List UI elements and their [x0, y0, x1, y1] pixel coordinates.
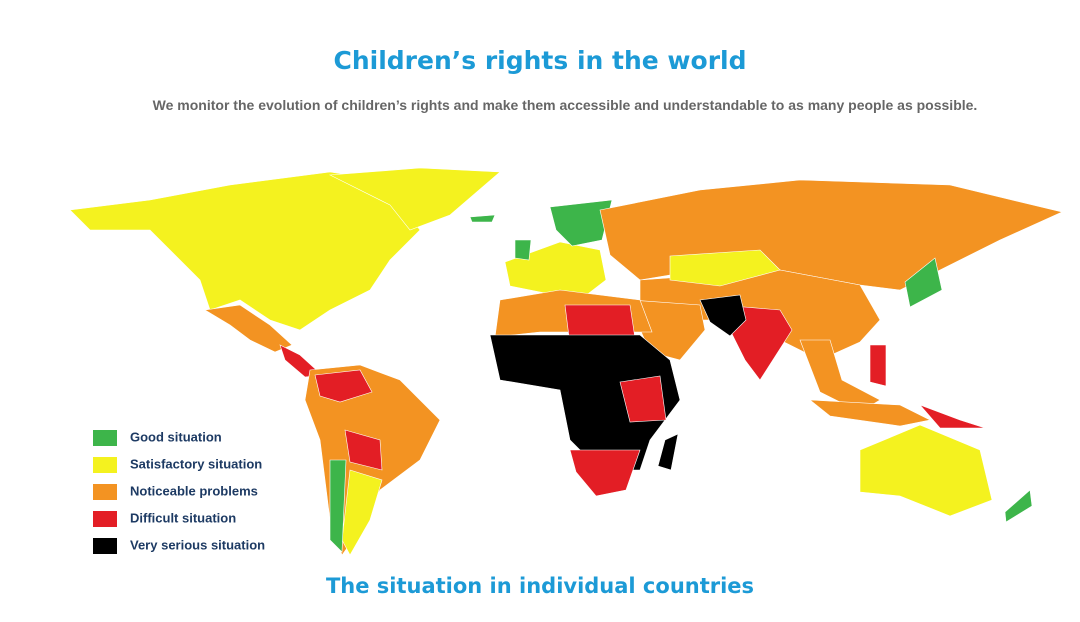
country-region — [859, 424, 993, 517]
country-region — [489, 334, 681, 471]
legend: Good situation Satisfactory situation Noti… — [93, 429, 265, 554]
country-region — [314, 369, 373, 403]
section-title: The situation in individual countries — [325, 574, 755, 598]
legend-swatch — [93, 484, 117, 500]
country-region — [328, 167, 501, 231]
country-region — [919, 404, 986, 429]
legend-label: Very serious situation — [130, 537, 265, 552]
country-region — [599, 179, 1063, 291]
country-region — [514, 239, 532, 261]
country-region — [504, 241, 607, 301]
country-region — [869, 344, 887, 387]
legend-label: Good situation — [130, 429, 222, 444]
country-region — [69, 171, 421, 331]
legend-swatch — [93, 430, 117, 446]
country-region — [341, 469, 383, 556]
legend-label: Satisfactory situation — [130, 456, 262, 471]
country-region — [344, 429, 383, 471]
country-region — [699, 294, 747, 337]
country-region — [569, 449, 641, 497]
country-region — [657, 433, 679, 471]
page-subtitle: We monitor the evolution of children’s r… — [152, 97, 978, 113]
country-region — [799, 339, 881, 413]
country-region — [469, 214, 496, 223]
page-title: Children’s rights in the world — [333, 46, 747, 75]
country-region — [619, 375, 667, 423]
country-region — [809, 399, 931, 427]
country-region — [669, 249, 781, 287]
legend-label: Noticeable problems — [130, 483, 258, 498]
legend-swatch — [93, 457, 117, 473]
country-region — [549, 199, 613, 247]
country-region — [329, 459, 347, 553]
country-region — [1004, 489, 1033, 523]
legend-label: Difficult situation — [130, 510, 236, 525]
legend-swatch — [93, 538, 117, 554]
country-region — [904, 257, 943, 308]
legend-swatch — [93, 511, 117, 527]
